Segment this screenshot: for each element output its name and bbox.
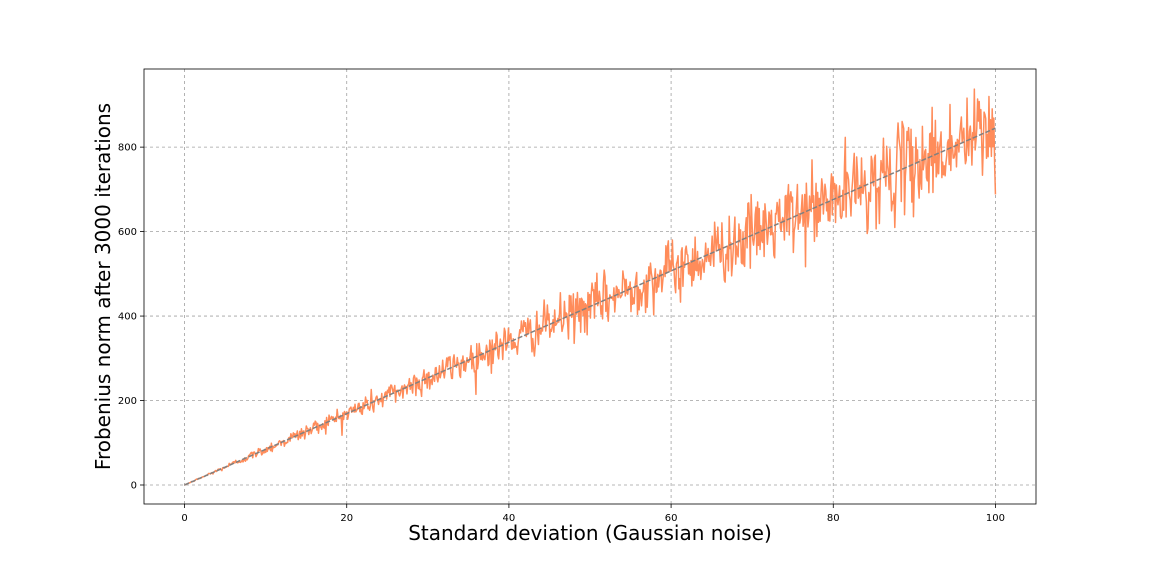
plot-frame <box>143 68 1037 505</box>
y-tick-label: 600 <box>118 227 137 238</box>
x-tick-label: 0 <box>181 513 187 524</box>
series-layer <box>184 88 997 486</box>
x-tick-label: 20 <box>340 513 353 524</box>
y-axis-title: Frobenius norm after 3000 iterations <box>91 103 115 470</box>
x-tick-label: 60 <box>665 513 678 524</box>
trend-line <box>184 127 996 486</box>
ticks-layer: 0 20 40 60 80 100 0 200 400 600 800 <box>118 143 1005 524</box>
y-tick-label: 800 <box>118 143 137 154</box>
x-tick-label: 100 <box>986 513 1005 524</box>
y-tick-label: 0 <box>131 480 137 491</box>
x-axis-title: Standard deviation (Gaussian noise) <box>408 521 772 545</box>
x-tick-label: 80 <box>827 513 840 524</box>
y-tick-label: 400 <box>118 312 137 323</box>
noisy-series-line <box>184 88 997 486</box>
y-tick-label: 200 <box>118 396 137 407</box>
x-tick-label: 40 <box>503 513 516 524</box>
